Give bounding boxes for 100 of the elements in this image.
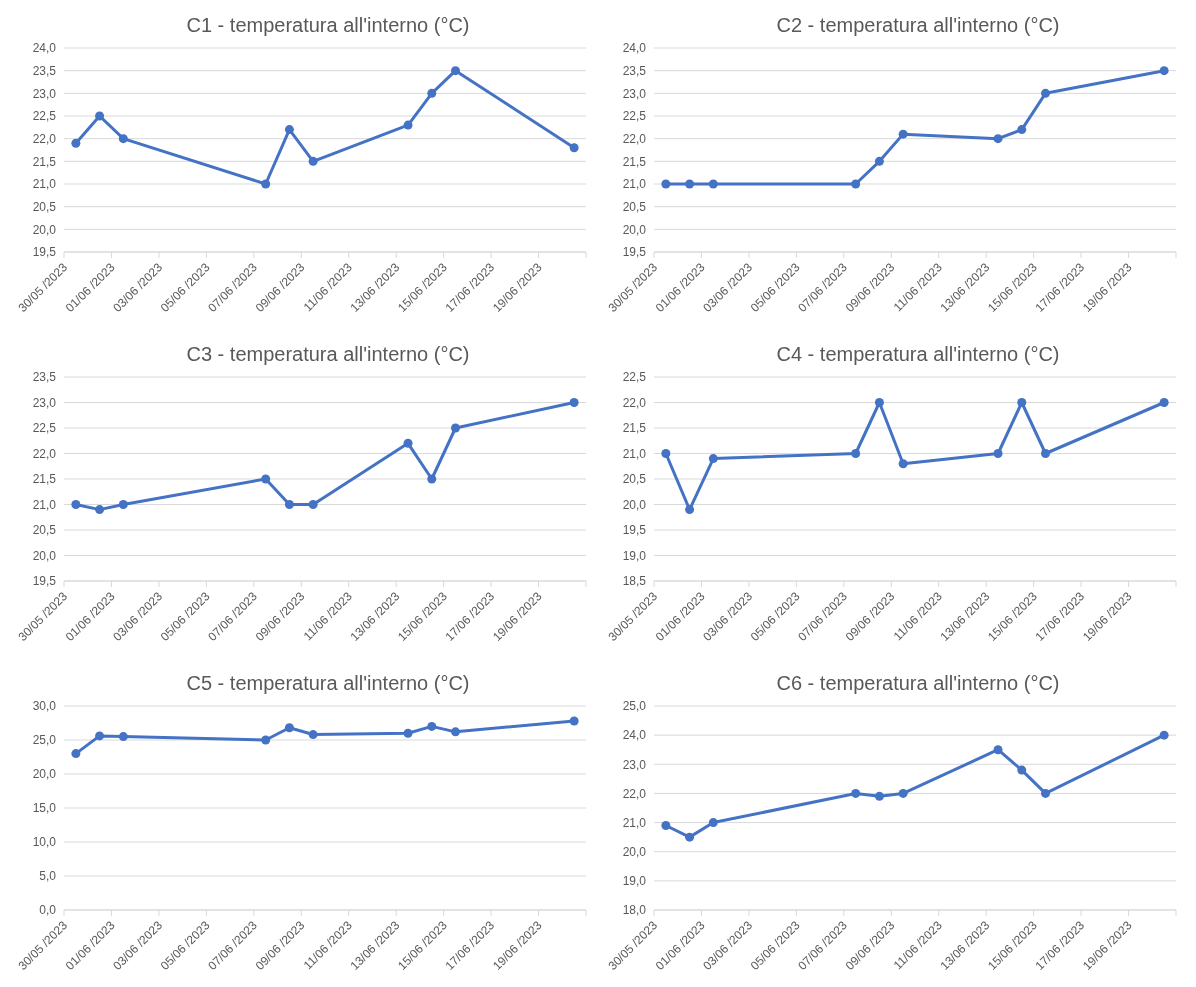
y-tick-label: 20,0	[32, 548, 57, 563]
chart-title: C5 - temperatura all'interno (°C)	[185, 671, 471, 696]
y-tick-label: 22,5	[622, 370, 647, 385]
y-tick-label: 22,5	[32, 109, 57, 124]
y-tick-label: 21,5	[32, 472, 57, 487]
point	[661, 449, 671, 458]
point	[898, 459, 908, 469]
point	[427, 88, 437, 98]
y-tick-label: 23,0	[622, 757, 647, 772]
y-tick-label: 21,0	[622, 815, 647, 830]
y-tick-label: 24,0	[32, 41, 57, 56]
y-tick-label: 23,5	[32, 63, 57, 78]
y-tick-label: 19,0	[622, 874, 647, 889]
y-tick-label: 19,5	[622, 245, 647, 260]
point	[898, 788, 908, 798]
y-tick-label: 21,5	[32, 154, 57, 169]
chart-title: C2 - temperatura all'interno (°C)	[775, 13, 1061, 38]
y-tick-label: 20,0	[32, 222, 57, 237]
y-tick-label: 22,0	[622, 786, 647, 801]
point	[261, 474, 271, 484]
point	[569, 716, 579, 726]
y-tick-label: 20,5	[622, 472, 647, 487]
point	[685, 832, 695, 842]
point	[95, 731, 105, 741]
y-tick-label: 5,0	[39, 869, 57, 884]
y-tick-label: 20,5	[32, 523, 57, 538]
point	[1041, 449, 1050, 458]
y-tick-label: 18,5	[622, 574, 647, 589]
point	[427, 474, 437, 484]
point	[874, 156, 884, 166]
y-tick-label: 21,0	[32, 177, 57, 192]
y-tick-label: 22,0	[32, 131, 57, 146]
y-tick-label: 19,5	[32, 574, 57, 589]
point	[284, 723, 294, 733]
point	[1017, 125, 1027, 135]
y-tick-label: 15,0	[32, 801, 57, 816]
point	[851, 788, 861, 798]
point	[1017, 765, 1027, 775]
y-tick-label: 24,0	[622, 41, 647, 56]
y-tick-label: 22,5	[32, 421, 57, 436]
y-tick-label: 21,0	[622, 177, 647, 192]
y-tick-label: 22,0	[622, 131, 647, 146]
chart-title: C1 - temperatura all'interno (°C)	[185, 13, 471, 38]
point	[1159, 66, 1169, 76]
point	[118, 500, 128, 509]
point	[685, 179, 695, 189]
y-tick-label: 0,0	[39, 903, 57, 918]
point	[403, 728, 413, 738]
y-tick-label: 21,5	[622, 421, 647, 436]
y-tick-label: 20,0	[32, 767, 57, 782]
point	[1159, 398, 1169, 407]
y-tick-label: 22,0	[622, 395, 647, 410]
chart-title: C4 - temperatura all'interno (°C)	[775, 342, 1061, 367]
y-tick-label: 19,5	[32, 245, 57, 260]
chart-title: C6 - temperatura all'interno (°C)	[775, 671, 1061, 696]
point	[308, 500, 318, 509]
y-tick-label: 18,0	[622, 903, 647, 918]
point	[708, 454, 718, 464]
point	[451, 423, 460, 433]
point	[708, 179, 718, 189]
point	[261, 179, 271, 189]
point	[451, 727, 460, 737]
point	[569, 398, 579, 407]
point	[71, 749, 81, 759]
point	[308, 730, 318, 740]
y-tick-label: 10,0	[32, 835, 57, 850]
y-tick-label: 20,0	[622, 222, 647, 237]
point	[661, 179, 671, 189]
y-tick-label: 23,5	[32, 370, 57, 385]
point	[993, 134, 1003, 144]
y-tick-label: 20,0	[622, 497, 647, 512]
point	[261, 735, 271, 745]
point	[569, 143, 579, 153]
point	[403, 438, 413, 448]
point	[118, 732, 128, 742]
point	[851, 179, 861, 189]
point	[118, 134, 128, 144]
y-tick-label: 19,0	[622, 548, 647, 563]
point	[308, 156, 318, 166]
y-tick-label: 19,5	[622, 523, 647, 538]
y-tick-label: 21,0	[622, 446, 647, 461]
y-tick-label: 20,5	[622, 199, 647, 214]
point	[71, 500, 81, 509]
y-tick-label: 23,0	[32, 86, 57, 101]
y-tick-label: 24,0	[622, 728, 647, 743]
point	[95, 111, 105, 121]
y-tick-label: 21,0	[32, 497, 57, 512]
y-tick-label: 25,0	[622, 699, 647, 714]
point	[71, 138, 81, 148]
y-tick-label: 23,0	[622, 86, 647, 101]
point	[1041, 88, 1050, 98]
point	[284, 125, 294, 135]
point	[851, 449, 861, 458]
point	[451, 66, 460, 76]
y-tick-label: 21,5	[622, 154, 647, 169]
point	[427, 721, 437, 731]
point	[708, 818, 718, 828]
y-tick-label: 20,0	[622, 844, 647, 859]
point	[898, 129, 908, 139]
chart-title: C3 - temperatura all'interno (°C)	[185, 342, 471, 367]
